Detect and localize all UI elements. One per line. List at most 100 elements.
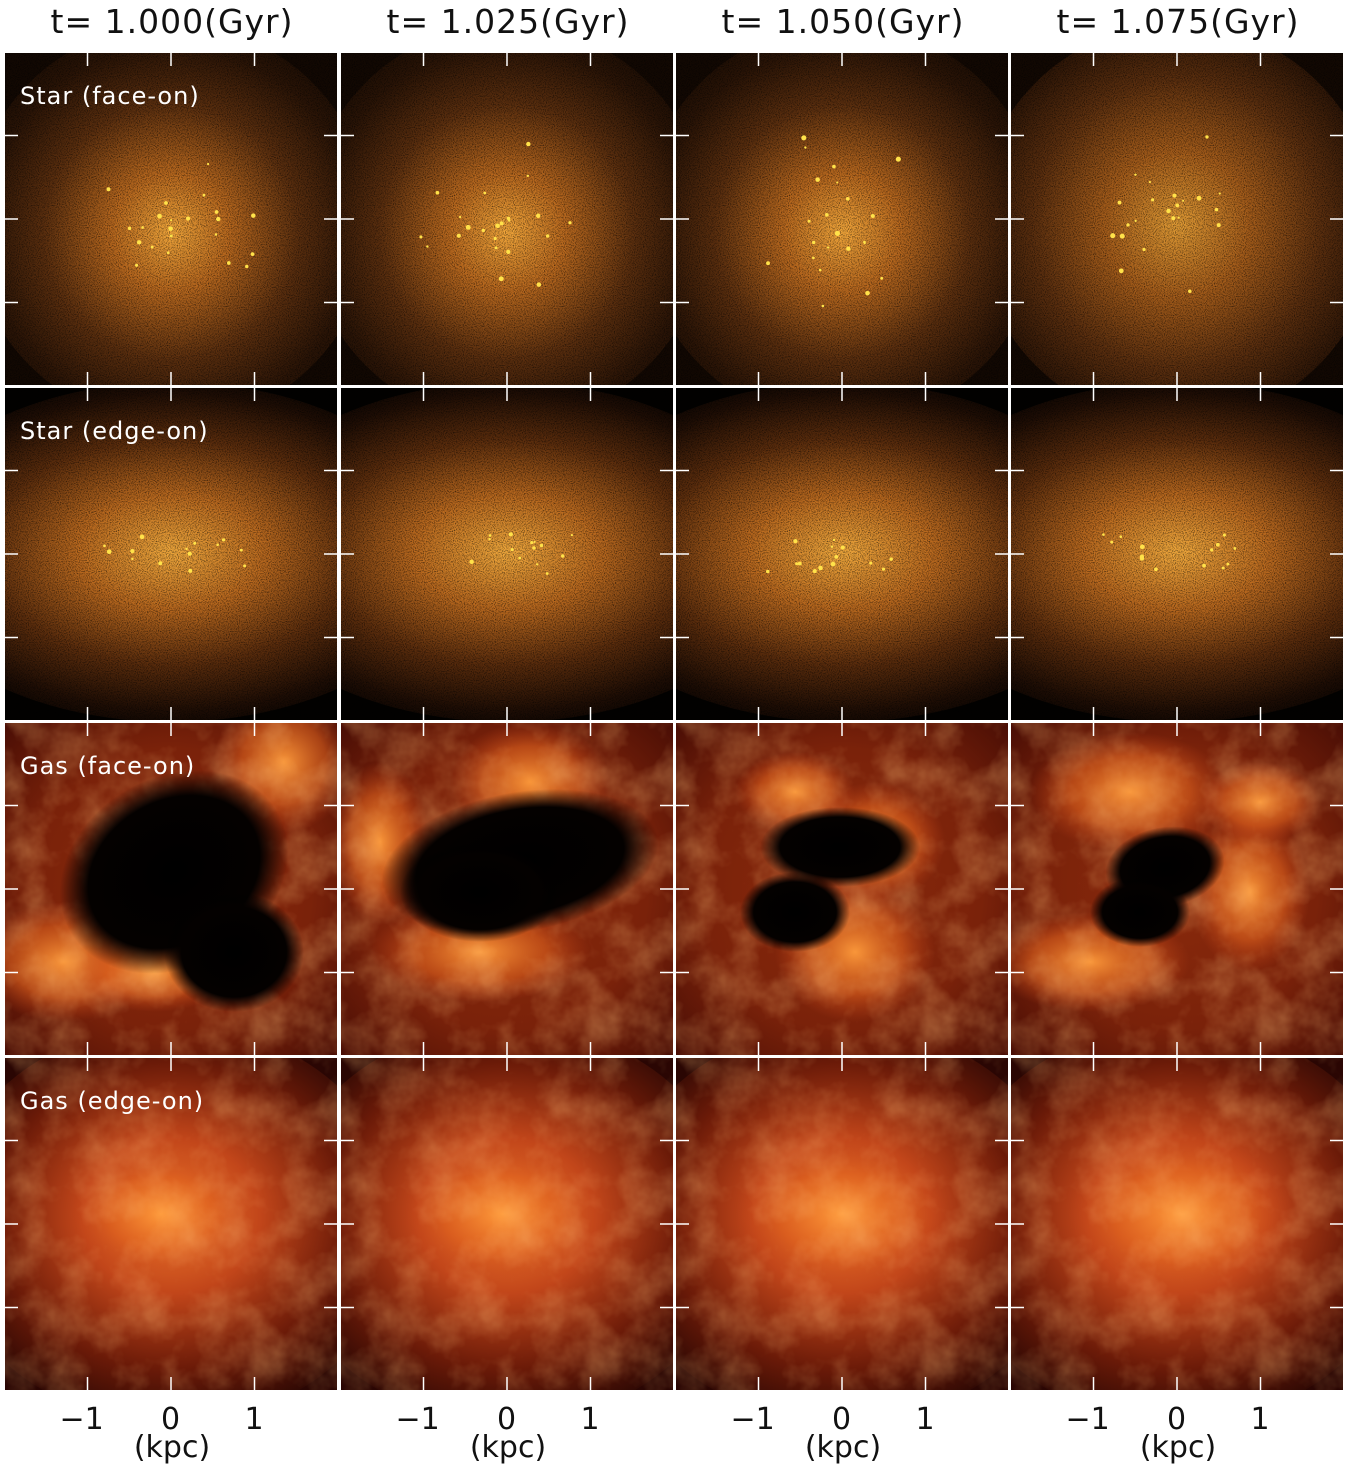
star-cluster — [834, 554, 839, 559]
star-cluster — [150, 245, 154, 249]
x-axis-unit: (kpc) — [133, 1430, 211, 1465]
star-cluster — [560, 554, 565, 558]
star-cluster — [158, 561, 163, 566]
x-tick-label: −1 — [59, 1402, 104, 1437]
star-cluster — [1216, 223, 1221, 228]
tick-marks — [1010, 1057, 1344, 1391]
star-cluster — [526, 141, 531, 147]
star-cluster — [530, 541, 534, 545]
panel-gas-edge-2 — [340, 1057, 674, 1391]
panel-frames — [3, 51, 1345, 1392]
star-cluster — [216, 216, 221, 222]
x-tick-label: 1 — [244, 1402, 264, 1437]
tick-marks — [675, 1057, 1009, 1391]
panel-star-edge-2 — [340, 387, 674, 721]
star-cluster — [435, 190, 440, 195]
star-cluster — [185, 547, 188, 550]
tick-marks — [4, 387, 338, 721]
star-cluster — [832, 164, 836, 169]
panel-gas-edge-3 — [675, 1057, 1009, 1391]
star-cluster — [807, 219, 811, 223]
star-cluster — [426, 245, 429, 248]
star-cluster — [187, 551, 192, 556]
star-cluster — [539, 543, 544, 548]
tick-marks — [4, 1057, 338, 1391]
star-cluster — [1188, 289, 1192, 294]
star-cluster — [846, 246, 851, 251]
star-cluster — [801, 135, 807, 141]
star-cluster — [214, 210, 219, 214]
star-cluster — [488, 534, 492, 537]
star-cluster — [765, 569, 770, 574]
column-title-4: t= 1.075(Gyr) — [1056, 2, 1300, 41]
star-cluster — [1139, 556, 1145, 561]
star-cluster — [1118, 268, 1124, 274]
star-cluster — [493, 236, 497, 241]
star-cluster — [518, 556, 522, 560]
tick-marks — [675, 52, 1009, 386]
tick-marks — [675, 387, 1009, 721]
star-cluster — [483, 191, 487, 195]
row-label-2: Star (edge-on) — [20, 417, 209, 445]
star-cluster — [506, 249, 511, 255]
star-cluster — [1134, 219, 1137, 223]
panel-star-face-1: Star (face-on) — [4, 52, 338, 386]
star-cluster — [481, 228, 485, 233]
star-cluster — [889, 557, 893, 561]
star-cluster — [818, 565, 823, 571]
star-cluster — [1233, 546, 1237, 550]
tick-marks — [4, 722, 338, 1056]
x-tick-label: 1 — [580, 1402, 600, 1437]
star-cluster — [214, 233, 218, 236]
star-cluster — [130, 549, 135, 554]
star-cluster — [865, 290, 870, 296]
star-cluster — [832, 538, 836, 542]
star-cluster — [795, 562, 799, 566]
star-cluster — [821, 304, 825, 308]
star-cluster — [488, 537, 491, 541]
star-cluster — [1210, 548, 1214, 552]
star-cluster — [1117, 200, 1122, 205]
star-cluster — [458, 215, 462, 219]
panel-star-edge-3 — [675, 387, 1009, 721]
star-cluster — [139, 534, 145, 540]
star-cluster — [1102, 533, 1105, 536]
star-cluster — [881, 567, 886, 571]
star-cluster — [818, 268, 822, 272]
star-cluster — [568, 221, 572, 225]
tick-marks — [1010, 52, 1344, 386]
star-cluster — [206, 162, 210, 166]
star-cluster — [166, 251, 170, 255]
star-cluster — [1215, 542, 1220, 547]
star-cluster — [185, 216, 191, 221]
star-cluster — [419, 235, 423, 239]
star-cluster — [135, 263, 139, 267]
star-cluster — [106, 187, 111, 192]
column-title-3: t= 1.050(Gyr) — [721, 2, 965, 41]
panel-star-face-4 — [1010, 52, 1344, 386]
x-tick-label: 0 — [1167, 1402, 1187, 1437]
star-cluster — [895, 156, 901, 162]
tick-marks — [4, 52, 338, 386]
star-cluster — [570, 533, 573, 537]
star-cluster — [193, 541, 197, 545]
star-cluster — [840, 545, 845, 550]
star-cluster — [106, 549, 112, 555]
star-cluster — [825, 213, 829, 217]
panel-star-edge-1: Star (edge-on) — [4, 387, 338, 721]
tick-marks — [340, 1057, 674, 1391]
star-cluster — [1119, 535, 1123, 538]
x-tick-label: −1 — [730, 1402, 775, 1437]
star-cluster — [536, 563, 539, 566]
star-cluster — [1202, 563, 1206, 568]
star-cluster — [239, 548, 243, 552]
star-cluster — [1226, 562, 1230, 566]
star-cluster — [834, 230, 840, 236]
star-cluster — [812, 256, 815, 260]
star-cluster — [526, 174, 530, 178]
x-tick-label: 1 — [915, 1402, 935, 1437]
x-tick-label: 0 — [497, 1402, 517, 1437]
star-cluster — [880, 276, 884, 280]
x-tick-label: 0 — [161, 1402, 181, 1437]
star-cluster — [1139, 544, 1145, 550]
